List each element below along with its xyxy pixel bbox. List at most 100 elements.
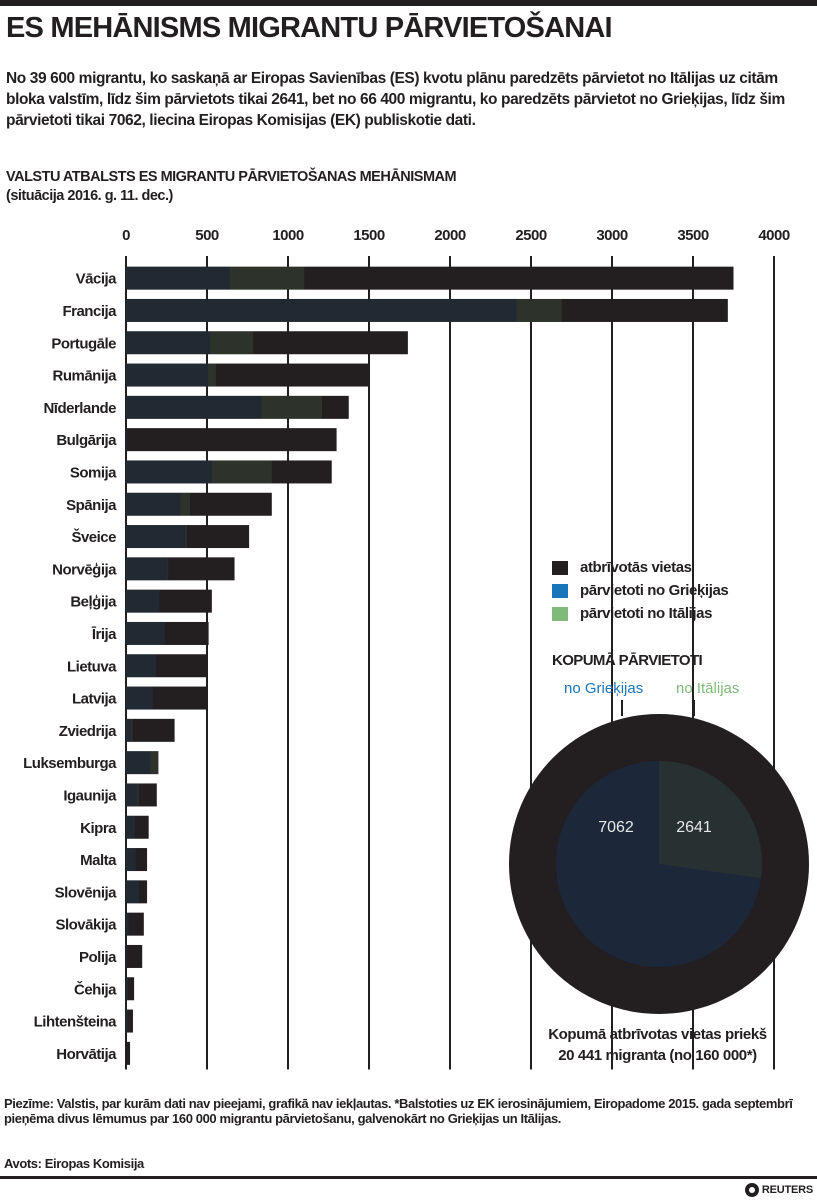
legend-swatch-italy: [552, 606, 568, 621]
x-tick-label: 1000: [272, 227, 304, 244]
legend-item-italy: pārvietoti no Itālijas: [552, 602, 728, 625]
category-label: Luksemburga: [23, 755, 117, 772]
reuters-logo: REUTERS: [744, 1183, 813, 1197]
x-tick-label: 500: [195, 227, 219, 244]
legend-label: pārvietoti no Itālijas: [580, 605, 713, 622]
category-label: Vācija: [76, 271, 118, 288]
bar-vacated: [126, 557, 235, 581]
bar-greece: [126, 525, 186, 549]
x-tick-label: 3000: [596, 227, 628, 244]
bar-italy: [516, 298, 562, 322]
bar-italy: [167, 557, 169, 581]
chart-title: VALSTU ATBALSTS ES MIGRANTU PĀRVIETOŠANA…: [6, 168, 457, 206]
bar-italy: [137, 783, 139, 807]
bar-vacated: [126, 912, 144, 936]
legend-label: atbrīvotās vietas: [580, 559, 692, 576]
legend-item-vacated: atbrīvotās vietas: [552, 556, 728, 579]
bar-vacated: [126, 298, 728, 322]
category-label: Īrija: [91, 626, 117, 643]
bar-vacated: [126, 492, 272, 516]
category-label: Somija: [70, 464, 117, 481]
bar-vacated: [126, 944, 143, 968]
category-label: Šveice: [71, 528, 116, 546]
intro-text: No 39 600 migrantu, ko saskaņā ar Eiropa…: [6, 70, 785, 129]
bar-vacated: [126, 815, 149, 839]
chart-subtitle: (situācija 2016. g. 11. dec.): [6, 188, 173, 204]
legend: atbrīvotās vietas pārvietoti no Grieķija…: [552, 556, 729, 625]
bar-greece: [126, 783, 138, 807]
pie-inner-base: [556, 761, 762, 967]
bar-vacated: [126, 848, 148, 872]
legend-swatch-vacated: [552, 560, 568, 575]
bar-vacated: [126, 363, 369, 387]
pie-label-italy: no Itālijas: [676, 680, 740, 697]
footnote: Piezīme: Valstis, par kurām dati nav pie…: [4, 1096, 793, 1126]
category-label: Beļģija: [70, 594, 117, 611]
category-label: Igaunija: [63, 787, 117, 804]
category-label: Portugāle: [51, 335, 116, 352]
bar-vacated: [126, 751, 159, 775]
category-label: Malta: [80, 852, 117, 869]
bar-vacated: [126, 428, 337, 452]
bar-vacated: [126, 589, 212, 613]
bar-vacated: [126, 266, 734, 290]
bar-chart: 0 500 1000 1500 2000 2500 3000 3500 4000 Vācija Fr…: [23, 227, 790, 1070]
top-rule: [0, 0, 817, 6]
bar-greece: [126, 686, 153, 710]
category-label: Slovēnija: [55, 884, 118, 901]
category-label: Kipra: [80, 820, 117, 837]
x-tick-label: 4000: [758, 227, 790, 244]
reuters-logo-icon: [744, 1183, 759, 1197]
legend-item-greece: pārvietoti no Grieķijas: [552, 579, 729, 602]
bar-greece: [126, 589, 160, 613]
bar-greece: [126, 298, 517, 322]
chart-title-main: VALSTU ATBALSTS ES MIGRANTU PĀRVIETOŠANA…: [6, 169, 457, 185]
bar-vacated: [126, 621, 209, 645]
bar-vacated: [126, 783, 157, 807]
category-label: Polija: [79, 949, 117, 966]
pie-caption-line1: Kopumā atbrīvotas vietas priekš: [548, 1026, 767, 1043]
page-title: ES MEHĀNISMS MIGRANTU PĀRVIETOŠANAI: [6, 12, 613, 44]
pie-label-greece: no Grieķijas: [564, 680, 644, 697]
bar-greece: [126, 331, 211, 355]
bar-italy: [150, 751, 159, 775]
bar-greece: [126, 718, 131, 742]
x-tick-label: 2000: [434, 227, 466, 244]
bar-italy: [229, 266, 305, 290]
legend-label: pārvietoti no Grieķijas: [580, 582, 729, 599]
category-label: Čehija: [74, 980, 117, 998]
bar-greece: [126, 460, 212, 484]
bar-vacated: [126, 686, 208, 710]
category-label: Spānija: [66, 497, 117, 514]
category-label: Lietuva: [67, 658, 117, 675]
bar-italy: [130, 718, 133, 742]
pie-slice-italy: [659, 761, 762, 879]
bar-greece: [126, 266, 230, 290]
bar-vacated: [126, 718, 175, 742]
bar-italy: [180, 492, 190, 516]
bar-greece: [126, 815, 135, 839]
bar-vacated: [126, 1041, 131, 1065]
bar-italy: [185, 525, 187, 549]
legend-swatch-greece: [552, 583, 568, 598]
bar-italy: [210, 331, 254, 355]
bar-vacated: [126, 1009, 133, 1033]
source-text: Avots: Eiropas Komisija: [4, 1156, 144, 1171]
bar-vacated: [126, 525, 250, 549]
bar-greece: [126, 363, 208, 387]
category-label: Lihtenšteina: [34, 1014, 118, 1031]
category-label: Norvēģija: [52, 561, 117, 578]
x-tick-label: 1500: [353, 227, 385, 244]
category-label: Nīderlande: [43, 400, 116, 417]
category-label: Zviedrija: [59, 723, 117, 740]
bar-italy: [211, 460, 272, 484]
category-label: Rumānija: [52, 368, 117, 385]
bar-vacated: [126, 977, 135, 1001]
bar-greece: [126, 492, 181, 516]
category-label: Latvija: [72, 691, 117, 708]
x-tick-label: 2500: [515, 227, 547, 244]
bar-italy: [207, 363, 216, 387]
x-tick-label: 3500: [677, 227, 709, 244]
bar-vacated: [126, 460, 332, 484]
bar-greece: [126, 912, 129, 936]
